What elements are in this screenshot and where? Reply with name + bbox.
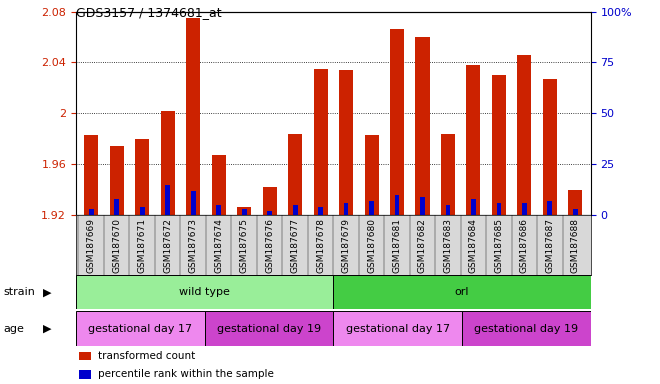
Bar — [88, 209, 94, 215]
Bar — [441, 134, 455, 215]
Bar — [333, 311, 462, 346]
Text: gestational day 19: gestational day 19 — [475, 324, 578, 334]
Text: GSM187669: GSM187669 — [86, 218, 96, 273]
Text: GSM187681: GSM187681 — [393, 218, 401, 273]
Bar — [114, 199, 119, 215]
Text: GSM187685: GSM187685 — [494, 218, 504, 273]
Text: GSM187683: GSM187683 — [444, 218, 453, 273]
Text: GSM187677: GSM187677 — [290, 218, 300, 273]
Text: GSM187679: GSM187679 — [341, 218, 350, 273]
Bar — [568, 190, 582, 215]
Text: gestational day 19: gestational day 19 — [217, 324, 321, 334]
Bar — [267, 211, 272, 215]
Bar — [517, 55, 531, 215]
Bar — [292, 205, 298, 215]
Text: GSM187675: GSM187675 — [240, 218, 249, 273]
Bar — [333, 275, 591, 309]
Text: GSM187684: GSM187684 — [469, 218, 478, 273]
Bar — [364, 135, 379, 215]
Text: GSM187672: GSM187672 — [163, 218, 172, 273]
Bar — [462, 311, 591, 346]
Bar — [314, 69, 327, 215]
Bar — [416, 37, 430, 215]
Bar — [216, 205, 221, 215]
Bar — [76, 275, 333, 309]
Bar — [548, 201, 552, 215]
Text: GSM187687: GSM187687 — [545, 218, 554, 273]
Bar — [369, 201, 374, 215]
Text: percentile rank within the sample: percentile rank within the sample — [98, 369, 274, 379]
Text: GDS3157 / 1374681_at: GDS3157 / 1374681_at — [76, 6, 222, 19]
Bar — [339, 70, 353, 215]
Bar — [191, 190, 195, 215]
Bar — [165, 184, 170, 215]
Bar — [160, 111, 175, 215]
Bar — [205, 311, 333, 346]
Bar — [344, 203, 348, 215]
Text: wild type: wild type — [179, 287, 230, 297]
Text: strain: strain — [3, 287, 35, 297]
Text: GSM187676: GSM187676 — [265, 218, 274, 273]
Bar — [186, 18, 200, 215]
Bar — [420, 197, 425, 215]
Bar — [573, 209, 578, 215]
Bar — [242, 209, 247, 215]
Text: ▶: ▶ — [44, 287, 51, 297]
Bar — [135, 139, 149, 215]
Text: GSM187688: GSM187688 — [571, 218, 580, 273]
Bar — [212, 155, 226, 215]
Text: GSM187673: GSM187673 — [189, 218, 197, 273]
Bar — [446, 205, 450, 215]
Text: transformed count: transformed count — [98, 351, 195, 361]
Bar — [395, 195, 399, 215]
Bar — [288, 134, 302, 215]
Bar — [76, 311, 205, 346]
Bar — [110, 146, 123, 215]
Bar — [543, 79, 557, 215]
Text: age: age — [3, 324, 24, 334]
Text: GSM187686: GSM187686 — [520, 218, 529, 273]
Text: GSM187670: GSM187670 — [112, 218, 121, 273]
Bar — [84, 135, 98, 215]
Bar — [522, 203, 527, 215]
Bar — [140, 207, 145, 215]
Bar — [492, 75, 506, 215]
Text: ▶: ▶ — [44, 324, 51, 334]
Text: GSM187671: GSM187671 — [138, 218, 147, 273]
Bar — [471, 199, 476, 215]
Text: orl: orl — [455, 287, 469, 297]
Bar — [496, 203, 502, 215]
Text: gestational day 17: gestational day 17 — [346, 324, 449, 334]
Bar — [263, 187, 277, 215]
Text: GSM187682: GSM187682 — [418, 218, 427, 273]
Text: GSM187680: GSM187680 — [367, 218, 376, 273]
Bar — [318, 207, 323, 215]
Text: gestational day 17: gestational day 17 — [88, 324, 192, 334]
Text: GSM187674: GSM187674 — [214, 218, 223, 273]
Bar — [237, 207, 251, 215]
Text: GSM187678: GSM187678 — [316, 218, 325, 273]
Bar — [390, 29, 404, 215]
Bar — [467, 65, 480, 215]
